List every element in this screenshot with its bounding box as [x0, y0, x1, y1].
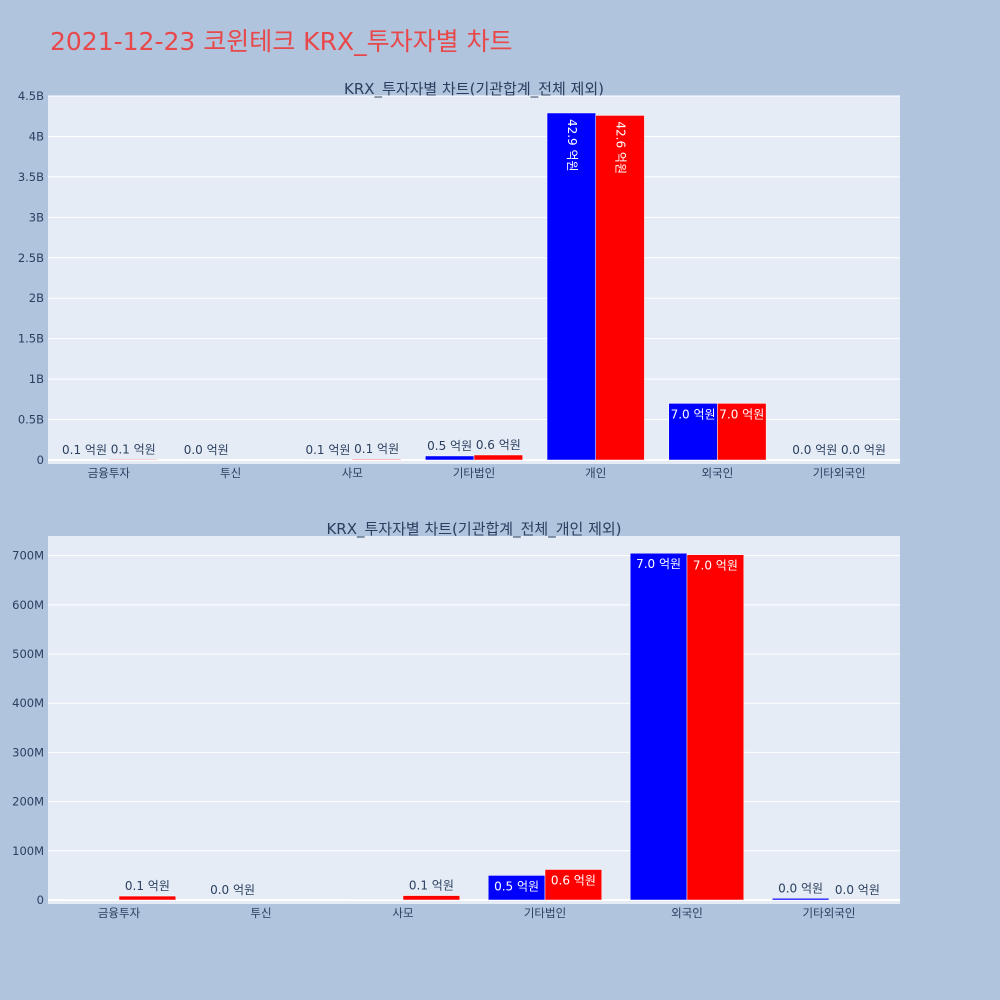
chart-title: KRX_투자자별 차트(기관합계_전체 제외) [344, 80, 604, 99]
chart-bottom: KRX_투자자별 차트(기관합계_전체_개인 제외) 0 100M 200M 300M 4… [12, 520, 900, 920]
bar-data-label: 42.6 억원 [614, 121, 628, 174]
chart-title: KRX_투자자별 차트(기관합계_전체_개인 제외) [326, 520, 621, 539]
bar-series-b [544, 869, 603, 901]
bar-data-label: 0.1 억원 [354, 442, 399, 456]
bar-series-a [425, 455, 475, 461]
y-tick-label: 3.5B [18, 170, 44, 184]
y-tick-label: 4.5B [18, 89, 44, 103]
y-tick-label: 1.5B [18, 332, 44, 346]
y-tick-label: 3B [29, 210, 44, 224]
x-tick-label: 기타법인 [453, 466, 495, 480]
bar-data-label: 42.9 억원 [565, 119, 579, 172]
bar-data-label: 0.5 억원 [427, 439, 472, 453]
y-tick-label: 700M [12, 549, 44, 563]
y-tick-label: 200M [12, 795, 44, 809]
x-tick-label: 기타외국인 [813, 466, 866, 480]
bar-data-label: 0.0 억원 [210, 883, 255, 897]
bar-data-label: 0.1 억원 [62, 443, 107, 457]
bar-data-label: 0.5 억원 [494, 879, 539, 893]
plot-area [48, 536, 900, 904]
bar-series-a [487, 875, 546, 901]
bar-series-b [473, 454, 523, 461]
y-tick-label: 0.5B [18, 413, 44, 427]
bar-data-label: 0.1 억원 [111, 442, 156, 456]
bar-series-b [402, 895, 461, 901]
bar-data-label: 7.0 억원 [693, 559, 738, 573]
chart-top: KRX_투자자별 차트(기관합계_전체 제외) 0 0.5B 1B 1.5B 2B 2.5B… [18, 80, 900, 480]
bar-series-b [352, 458, 402, 461]
y-tick-label: 2B [29, 291, 44, 305]
bar-data-label: 0.0 억원 [841, 443, 886, 457]
bar-series-a [668, 403, 718, 461]
plot-area [48, 96, 900, 464]
bar-series-b [717, 403, 767, 461]
x-tick-label: 금융투자 [88, 466, 131, 480]
y-tick-label: 400M [12, 696, 44, 710]
bar-data-label: 7.0 억원 [636, 557, 681, 571]
bar-data-label: 7.0 억원 [671, 407, 716, 421]
y-tick-label: 500M [12, 647, 44, 661]
y-tick-label: 600M [12, 598, 44, 612]
x-tick-label: 기타외국인 [803, 906, 856, 920]
bar-data-label: 0.1 억원 [409, 879, 454, 893]
page-title: 2021-12-23 코윈테크 KRX_투자자별 차트 [50, 27, 513, 56]
y-tick-label: 100M [12, 844, 44, 858]
y-tick-label: 0 [37, 893, 44, 907]
bar-data-label: 0.0 억원 [184, 443, 229, 457]
bar-series-b [108, 459, 158, 461]
y-tick-label: 1B [29, 372, 44, 386]
bar-series-b [595, 115, 645, 461]
y-tick-label: 4B [29, 129, 44, 143]
x-tick-label: 투신 [250, 906, 271, 920]
x-tick-label: 투신 [220, 466, 241, 480]
bar-series-a [629, 552, 688, 901]
x-tick-label: 금융투자 [98, 906, 141, 920]
bar-data-label: 7.0 억원 [719, 407, 764, 421]
bar-data-label: 0.0 억원 [835, 883, 880, 897]
bar-data-label: 0.1 억원 [125, 879, 170, 893]
y-tick-label: 2.5B [18, 251, 44, 265]
x-tick-label: 외국인 [702, 466, 734, 480]
x-tick-label: 사모 [392, 906, 413, 920]
x-tick-label: 사모 [342, 466, 363, 480]
bar-series-b [686, 554, 745, 901]
bar-data-label: 0.6 억원 [476, 438, 521, 452]
bar-data-label: 0.0 억원 [792, 443, 837, 457]
x-tick-label: 외국인 [671, 906, 703, 920]
x-tick-label: 기타법인 [524, 906, 566, 920]
y-tick-label: 0 [37, 453, 44, 467]
y-tick-label: 300M [12, 745, 44, 759]
bar-data-label: 0.1 억원 [305, 443, 350, 457]
bar-data-label: 0.0 억원 [778, 881, 823, 895]
x-tick-label: 개인 [585, 466, 606, 480]
bar-series-b [118, 895, 177, 901]
bar-series-a [546, 112, 596, 461]
bar-series-a [771, 898, 830, 901]
bar-data-label: 0.6 억원 [551, 874, 596, 888]
